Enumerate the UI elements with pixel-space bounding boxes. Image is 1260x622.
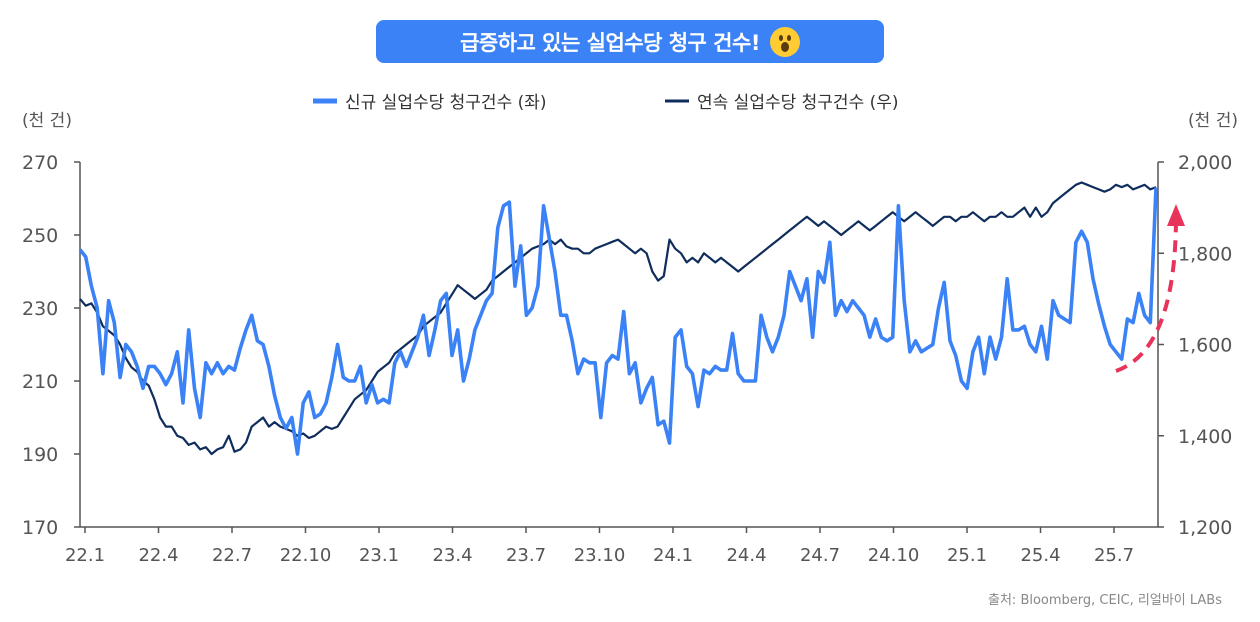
left-tick-label: 270 <box>22 152 58 174</box>
x-tick-label: 23.4 <box>432 545 472 566</box>
x-tick-label: 23.7 <box>506 545 546 566</box>
right-tick-label: 1,800 <box>1178 243 1232 265</box>
right-tick-label: 1,400 <box>1178 426 1232 448</box>
left-tick-label: 250 <box>22 225 58 247</box>
x-tick-label: 22.1 <box>65 545 105 566</box>
left-axis-unit: (천 건) <box>22 111 72 131</box>
x-tick-label: 25.1 <box>947 545 987 566</box>
x-tick-label: 22.10 <box>280 545 332 566</box>
x-tick-label: 22.4 <box>138 545 178 566</box>
x-tick-label: 22.7 <box>212 545 252 566</box>
left-tick-label: 210 <box>22 371 58 393</box>
right-tick-label: 1,200 <box>1178 517 1232 539</box>
x-tick-label: 23.1 <box>359 545 399 566</box>
right-tick-label: 2,000 <box>1178 152 1232 174</box>
x-tick-label: 23.10 <box>574 545 626 566</box>
x-tick-label: 25.4 <box>1020 545 1060 566</box>
x-tick-label: 25.7 <box>1094 545 1134 566</box>
x-tick-label: 24.10 <box>868 545 920 566</box>
right-axis-unit: (천 건) <box>1188 111 1238 131</box>
trend-arrowhead-icon <box>1167 204 1185 226</box>
left-tick-label: 190 <box>22 444 58 466</box>
right-tick-label: 1,600 <box>1178 335 1232 357</box>
x-tick-label: 24.1 <box>653 545 693 566</box>
source-note: 출처: Bloomberg, CEIC, 리얼바이 LABs <box>988 593 1222 608</box>
left-tick-label: 230 <box>22 298 58 320</box>
chart-title: 급증하고 있는 실업수당 청구 건수! <box>376 20 884 63</box>
left-tick-label: 170 <box>22 517 58 539</box>
legend-label-new-claims: 신규 실업수당 청구건수 (좌) <box>345 93 547 113</box>
x-tick-label: 24.7 <box>800 545 840 566</box>
x-tick-label: 24.4 <box>726 545 766 566</box>
series-line-continuing-claims <box>79 181 1157 456</box>
trend-arrow <box>1115 219 1178 373</box>
series-line-new-claims <box>78 187 1158 456</box>
astonished-face-emoji-icon <box>769 26 800 57</box>
legend-label-continuing-claims: 연속 실업수당 청구건수 (우) <box>697 93 899 113</box>
